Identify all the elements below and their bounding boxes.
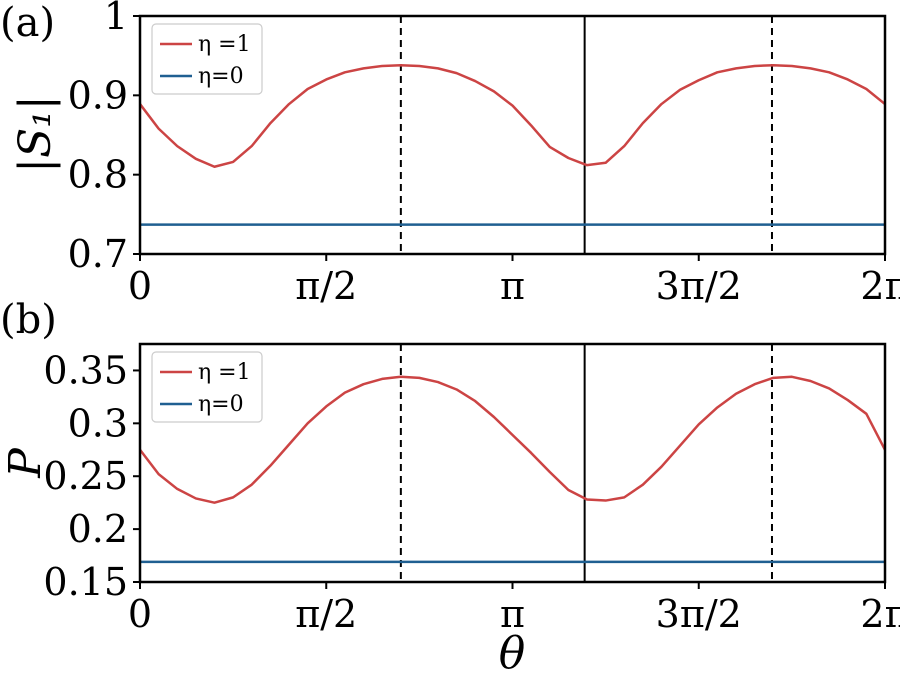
x-axis-label: θ bbox=[499, 628, 526, 673]
panel-b-x-tick-label-2: π bbox=[500, 592, 525, 636]
panel-a-x-tick-label-3: 3π/2 bbox=[656, 264, 742, 308]
panel-b-x-tick-label-4: 2π bbox=[860, 592, 900, 636]
panel-a: (a) |S₁| 0 π/2 π 3π/2 2π 0.7 0.8 0.9 1 η =1 η=0 bbox=[0, 0, 900, 308]
panel-a-y-tick-label-2: 0.9 bbox=[68, 73, 128, 117]
panel-b-y-tick-label-1: 0.2 bbox=[68, 507, 128, 551]
panel-b-y-tick-label-2: 0.25 bbox=[43, 454, 128, 498]
panel-a-x-tick-label-1: π/2 bbox=[295, 264, 357, 308]
panel-b-y-tick-label-3: 0.3 bbox=[68, 401, 128, 445]
panel-a-y-tick-label-0: 0.7 bbox=[68, 232, 128, 276]
panel-b-legend-label-0: η =1 bbox=[198, 360, 251, 385]
panel-a-x-tick-label-0: 0 bbox=[128, 264, 152, 308]
panel-b-y-tick-label-0: 0.15 bbox=[43, 560, 128, 604]
panel-b-x-tick-label-3: 3π/2 bbox=[656, 592, 742, 636]
panel-a-x-tick-label-4: 2π bbox=[860, 264, 900, 308]
panel-b-y-axis-label: P bbox=[0, 447, 51, 479]
panel-b: (b) P 0 π/2 π 3π/2 2π 0.15 0.2 0.25 0.3 0.35 η =1 η… bbox=[0, 297, 900, 673]
panel-a-x-tick-label-2: π bbox=[500, 264, 525, 308]
panel-a-series-eta-1-line bbox=[139, 63, 886, 168]
panel-a-legend-label-1: η=0 bbox=[198, 64, 244, 89]
panel-b-x-tick-label-1: π/2 bbox=[295, 592, 357, 636]
panel-b-legend-label-1: η=0 bbox=[198, 392, 244, 417]
panel-b-y-tick-label-4: 0.35 bbox=[43, 348, 128, 392]
panel-a-label: (a) bbox=[0, 0, 55, 46]
panel-b-label: (b) bbox=[0, 297, 57, 343]
panel-a-y-axis-label: |S₁| bbox=[10, 95, 61, 172]
panel-b-plot-area: 0 π/2 π 3π/2 2π 0.15 0.2 0.25 0.3 0.35 η =1 η=0 bbox=[43, 342, 900, 636]
panel-b-series-eta-1-line bbox=[139, 375, 887, 504]
panel-a-plot-area: 0 π/2 π 3π/2 2π 0.7 0.8 0.9 1 η =1 η=0 bbox=[68, 0, 900, 308]
panel-a-y-tick-label-1: 0.8 bbox=[68, 153, 128, 197]
panel-b-x-tick-label-0: 0 bbox=[128, 592, 152, 636]
panel-a-y-tick-label-3: 1 bbox=[104, 0, 128, 38]
panel-a-legend-label-0: η =1 bbox=[198, 32, 251, 57]
